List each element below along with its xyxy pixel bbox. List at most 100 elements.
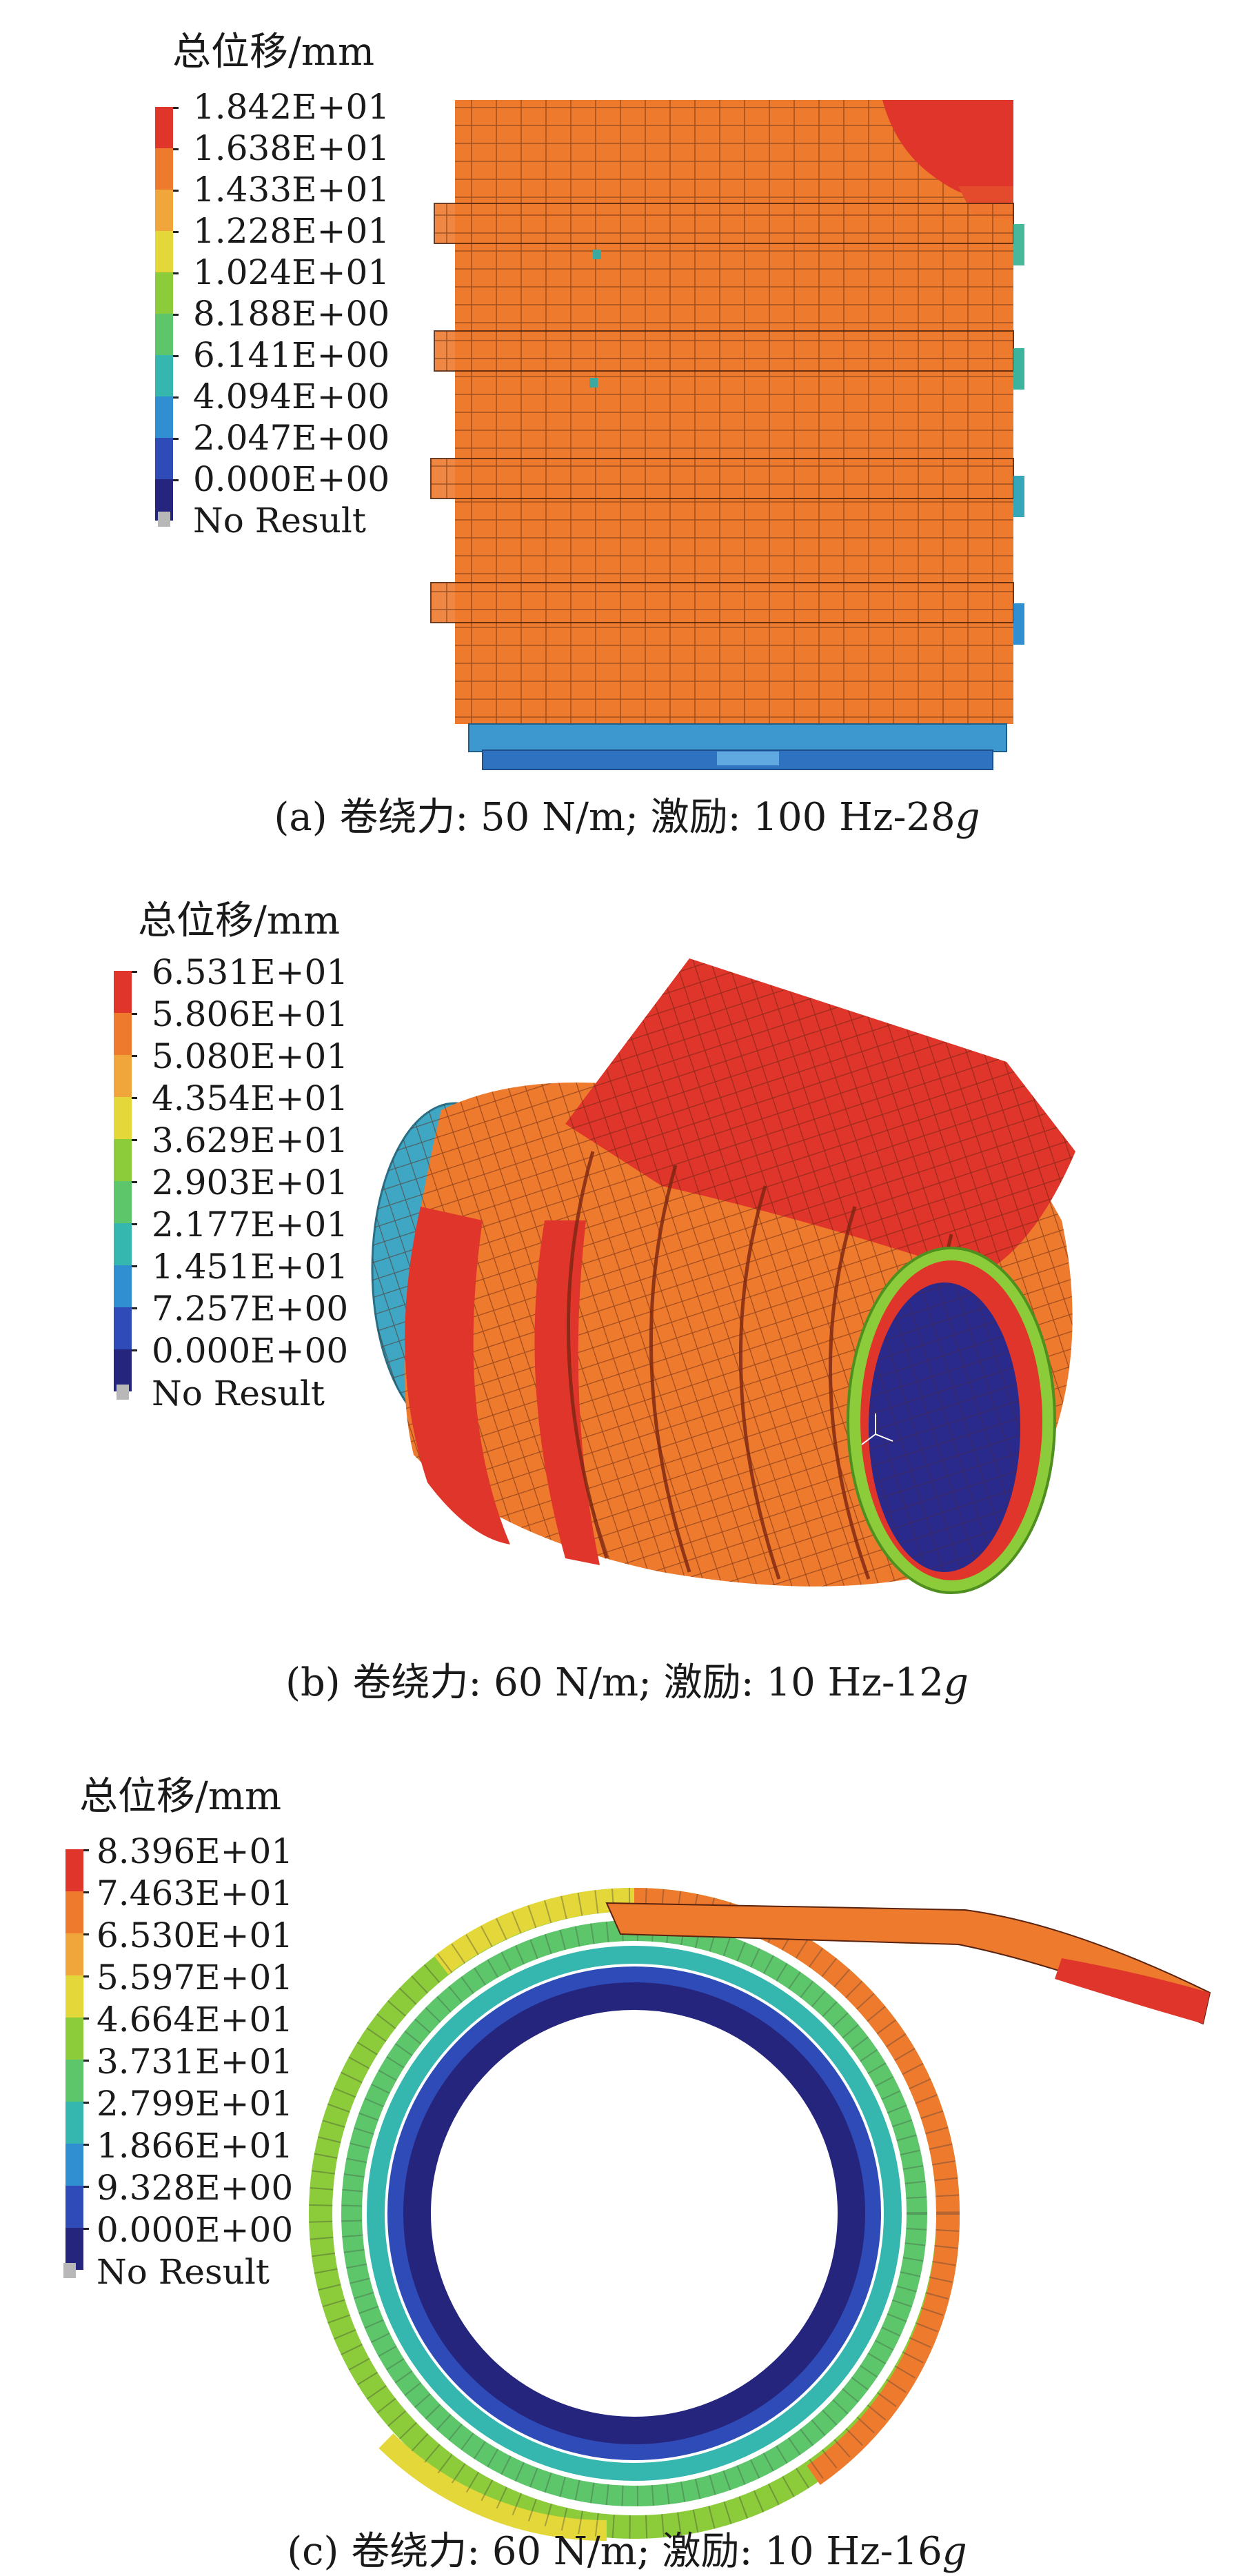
color-scale-tick: [83, 1933, 89, 1935]
color-scale-tick: [83, 2060, 89, 2062]
color-scale-tick: [173, 231, 179, 233]
legend-label: 2.047E+00: [193, 418, 390, 458]
fe-model-b: [371, 958, 1075, 1594]
legend-label: 1.866E+01: [97, 2126, 294, 2166]
legend-label: 1.638E+01: [193, 128, 390, 168]
color-scale-tick: [83, 1891, 89, 1893]
color-scale-segment: [114, 1055, 132, 1097]
color-scale-segment: [65, 2102, 83, 2144]
color-scale-segment: [155, 190, 173, 231]
caption-b: (b) 卷绕力: 60 N/m; 激励: 10 Hz-12g: [0, 1651, 1254, 1707]
legend-label: 4.354E+01: [152, 1078, 349, 1118]
fe-model-c: [309, 1887, 1211, 2542]
legend-label: 4.094E+00: [193, 376, 390, 416]
legend-label: 1.451E+01: [152, 1247, 349, 1287]
legend-label: 7.463E+01: [97, 1873, 294, 1913]
color-scale-segment: [155, 438, 173, 479]
legend-label: 0.000E+00: [97, 2210, 294, 2250]
legend-title: 总位移/mm: [172, 30, 375, 74]
color-scale-segment: [65, 2060, 83, 2102]
color-scale-tick: [173, 107, 179, 109]
panel-c: 总位移/mm 8.396E+01 7.463E+01 6.530E+01 5.5…: [0, 1738, 1254, 2574]
legend-label: 2.799E+01: [97, 2084, 294, 2124]
color-scale-segment: [114, 1139, 132, 1181]
color-scale-tick: [132, 1307, 137, 1309]
color-scale-tick: [83, 2144, 89, 2146]
color-scale-segment: [155, 231, 173, 272]
color-scale-segment: [65, 2017, 83, 2060]
no-result-label: No Result: [97, 2252, 270, 2292]
legend-label: 6.531E+01: [152, 952, 349, 992]
color-scale-segment: [114, 1223, 132, 1265]
legend-label: 0.000E+00: [193, 459, 390, 499]
color-scale-segment: [65, 1849, 83, 1891]
color-scale-segment: [65, 1975, 83, 2017]
caption-unit-g: g: [944, 1660, 969, 1705]
color-scale-segment: [155, 107, 173, 148]
color-scale-tick: [132, 1265, 137, 1267]
color-scale-segment: [65, 2228, 83, 2270]
color-scale-tick: [173, 148, 179, 150]
color-scale-tick: [132, 1097, 137, 1099]
color-scale-segment: [155, 355, 173, 396]
legend-label: 2.177E+01: [152, 1205, 349, 1245]
color-scale-tick: [132, 1349, 137, 1351]
legend-label: 9.328E+00: [97, 2168, 294, 2208]
caption-c: (c) 卷绕力: 60 N/m; 激励: 10 Hz-16g: [0, 2520, 1254, 2576]
color-scale-bar: [114, 971, 137, 1391]
legend-label: 8.396E+01: [97, 1831, 294, 1871]
legend-label: 8.188E+00: [193, 294, 390, 334]
color-scale-tick: [173, 355, 179, 357]
color-scale-tick: [83, 2228, 89, 2230]
legend-label: 1.024E+01: [193, 252, 390, 292]
color-scale-tick: [173, 314, 179, 316]
color-scale-tick: [83, 2102, 89, 2104]
color-scale-tick: [132, 971, 137, 973]
color-scale-tick: [173, 479, 179, 481]
legend-label: 3.629E+01: [152, 1120, 349, 1160]
color-scale-segment: [65, 1891, 83, 1933]
color-scale-segment: [114, 1181, 132, 1223]
color-scale-bar: [65, 1849, 89, 2270]
color-scale-segment: [114, 1013, 132, 1055]
color-scale-segment: [114, 1265, 132, 1307]
color-scale-tick: [83, 1849, 89, 1851]
caption-unit-g: g: [955, 795, 980, 840]
color-scale-tick: [132, 1181, 137, 1183]
caption-unit-g: g: [942, 2529, 967, 2574]
no-result-swatch: [63, 2263, 76, 2278]
color-scale-segment: [155, 148, 173, 190]
caption-text: (c) 卷绕力: 60 N/m; 激励: 10 Hz-16: [287, 2529, 942, 2574]
color-scale-segment: [65, 1933, 83, 1975]
panel-a: 总位移/mm 1.842E+01 1.638E+01 1.433E+01 1.2…: [0, 0, 1254, 848]
color-scale-tick: [173, 438, 179, 440]
legend-label: 5.080E+01: [152, 1036, 349, 1076]
color-scale-bar: [155, 107, 179, 521]
no-result-swatch: [117, 1385, 129, 1400]
legend-title: 总位移/mm: [138, 898, 341, 943]
color-scale-tick: [83, 2186, 89, 2188]
caption-text: (b) 卷绕力: 60 N/m; 激励: 10 Hz-12: [285, 1660, 944, 1705]
legend-label: 5.597E+01: [97, 1958, 294, 1998]
legend-label: 3.731E+01: [97, 2042, 294, 2082]
no-result-label: No Result: [193, 501, 366, 541]
legend-label: 6.530E+01: [97, 1915, 294, 1955]
color-scale-tick: [173, 272, 179, 274]
color-scale-tick: [132, 1055, 137, 1057]
legend-label: 6.141E+00: [193, 335, 390, 375]
legend-label: 4.664E+01: [97, 2000, 294, 2040]
caption-text: (a) 卷绕力: 50 N/m; 激励: 100 Hz-28: [274, 795, 955, 840]
legend-label: 5.806E+01: [152, 994, 349, 1034]
color-scale-segment: [65, 2186, 83, 2228]
legend-label: 1.433E+01: [193, 170, 390, 210]
legend-label: 7.257E+00: [152, 1289, 349, 1329]
color-scale-segment: [155, 314, 173, 355]
color-scale-tick: [132, 1139, 137, 1141]
fe-model-a: [430, 100, 1024, 770]
caption-a: (a) 卷绕力: 50 N/m; 激励: 100 Hz-28g: [0, 786, 1254, 842]
color-scale-segment: [114, 1307, 132, 1349]
color-scale-tick: [83, 2017, 89, 2020]
legend-label: 2.903E+01: [152, 1163, 349, 1203]
no-result-label: No Result: [152, 1373, 325, 1413]
color-scale-segment: [114, 1349, 132, 1391]
